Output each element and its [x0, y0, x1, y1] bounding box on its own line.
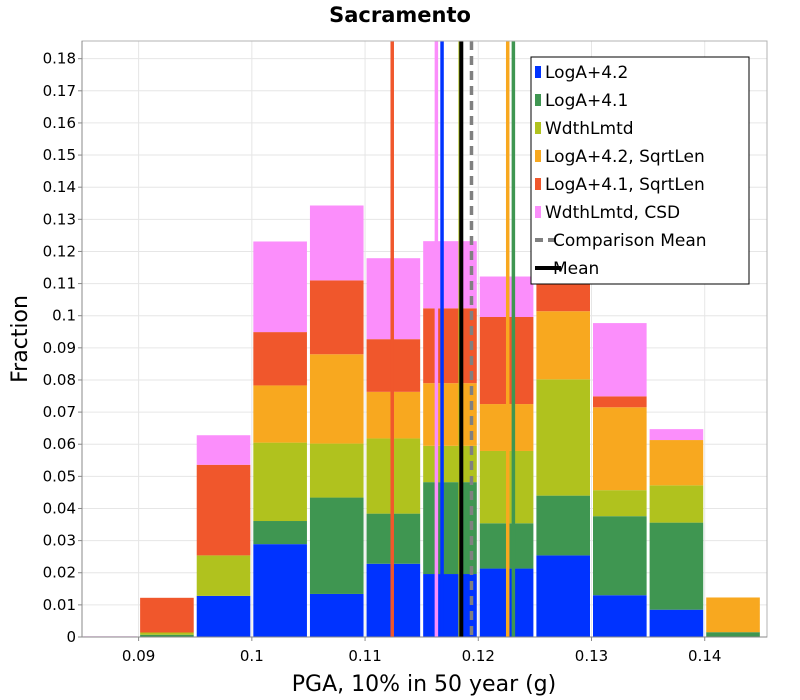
- y-tick-labels: 0 0.01 0.02 0.03 0.04 0.05 0.06 0.07 0.08 0.09 0.1…: [43, 50, 76, 646]
- bar-segment: [309, 497, 364, 594]
- legend-label: LogA+4.2: [545, 63, 628, 83]
- bar-segment: [309, 354, 364, 444]
- y-tick-label: 0.08: [43, 371, 76, 389]
- bar-segment: [423, 383, 477, 446]
- legend-swatch: [535, 206, 541, 218]
- legend-label: WdthLmtd, CSD: [545, 203, 680, 223]
- bar-segment: [649, 429, 704, 441]
- bar-segment: [649, 440, 704, 486]
- y-tick-label: 0.04: [43, 499, 76, 517]
- bar-segment: [140, 597, 194, 633]
- bar-segment: [140, 634, 194, 637]
- bar-segment: [423, 241, 477, 309]
- bar-segment: [196, 555, 251, 596]
- y-tick-label: 0.17: [43, 82, 76, 100]
- legend-swatch: [535, 178, 541, 190]
- y-tick-label: 0: [66, 628, 76, 646]
- bar-segment: [253, 385, 307, 443]
- bar-segment: [309, 205, 364, 281]
- bar-segment: [423, 574, 477, 637]
- legend-swatch: [535, 66, 541, 78]
- y-tick-label: 0.13: [43, 210, 76, 228]
- legend-label: Mean: [553, 259, 599, 279]
- bar-segment: [423, 445, 477, 483]
- bar-segment: [536, 311, 591, 380]
- y-tick-label: 0.06: [43, 435, 76, 453]
- bar-segment: [309, 593, 364, 637]
- bar-segment: [593, 516, 647, 596]
- x-tick-label: 0.13: [575, 647, 608, 665]
- y-tick-label: 0.01: [43, 596, 76, 614]
- legend-box: [530, 56, 750, 285]
- bar-segment: [536, 555, 591, 637]
- y-tick-label: 0.12: [43, 242, 76, 260]
- bar-segment: [253, 442, 307, 522]
- bar-segment: [649, 609, 704, 637]
- bar-segment: [253, 332, 307, 386]
- bar-segment: [536, 495, 591, 556]
- y-tick-label: 0.14: [43, 178, 76, 196]
- bar-segment: [536, 379, 591, 496]
- bar-segment: [593, 396, 647, 408]
- legend-swatch: [535, 94, 541, 106]
- legend: LogA+4.2 LogA+4.1 WdthLmtd LogA+4.2, SqrtLe…: [530, 56, 750, 285]
- y-tick-label: 0.18: [43, 50, 76, 68]
- x-tick-label: 0.1: [240, 647, 264, 665]
- x-tick-label: 0.09: [122, 647, 155, 665]
- y-tick-label: 0.03: [43, 532, 76, 550]
- bar-segment: [196, 595, 251, 637]
- bar-segment: [309, 443, 364, 498]
- y-tick-label: 0.16: [43, 114, 76, 132]
- y-tick-label: 0.09: [43, 339, 76, 357]
- bar-segment: [140, 632, 194, 635]
- bar-segment: [593, 407, 647, 491]
- mean-lines: [390, 41, 516, 637]
- y-tick-label: 0.02: [43, 564, 76, 582]
- y-tick-label: 0.05: [43, 467, 76, 485]
- x-tick-label: 0.14: [688, 647, 721, 665]
- legend-label: LogA+4.1, SqrtLen: [545, 175, 705, 195]
- x-tick-labels: 0.09 0.1 0.11 0.12 0.13 0.14: [122, 647, 722, 665]
- bar-segment: [649, 522, 704, 610]
- y-axis-title: Fraction: [8, 295, 33, 383]
- y-tick-label: 0.11: [43, 275, 76, 293]
- bar-segment: [253, 241, 307, 333]
- y-tick-label: 0.15: [43, 146, 76, 164]
- axes: [78, 40, 768, 641]
- bar-segment: [593, 595, 647, 637]
- legend-label: LogA+4.2, SqrtLen: [545, 147, 705, 167]
- chart-title: Sacramento: [329, 3, 471, 27]
- x-tick-label: 0.11: [348, 647, 381, 665]
- bar-segment: [253, 544, 307, 637]
- legend-label: Comparison Mean: [553, 231, 707, 251]
- y-tick-label: 0.1: [52, 307, 76, 325]
- bar-segment: [593, 490, 647, 517]
- legend-swatch: [535, 122, 541, 134]
- x-tick-label: 0.12: [462, 647, 495, 665]
- bar-segment: [196, 464, 251, 556]
- legend-swatch: [535, 150, 541, 162]
- bar-segment: [423, 482, 477, 575]
- legend-label: WdthLmtd: [545, 119, 634, 139]
- x-axis-title: PGA, 10% in 50 year (g): [292, 672, 556, 697]
- bar-segment: [706, 597, 760, 633]
- bar-segment: [706, 632, 760, 637]
- bar-segment: [196, 435, 251, 465]
- bar-segment: [309, 280, 364, 355]
- bar-segment: [253, 521, 307, 545]
- legend-label: LogA+4.1: [545, 91, 628, 111]
- y-tick-label: 0.07: [43, 403, 76, 421]
- bar-segment: [649, 485, 704, 523]
- bar-segment: [423, 308, 477, 384]
- bar-segment: [593, 323, 647, 397]
